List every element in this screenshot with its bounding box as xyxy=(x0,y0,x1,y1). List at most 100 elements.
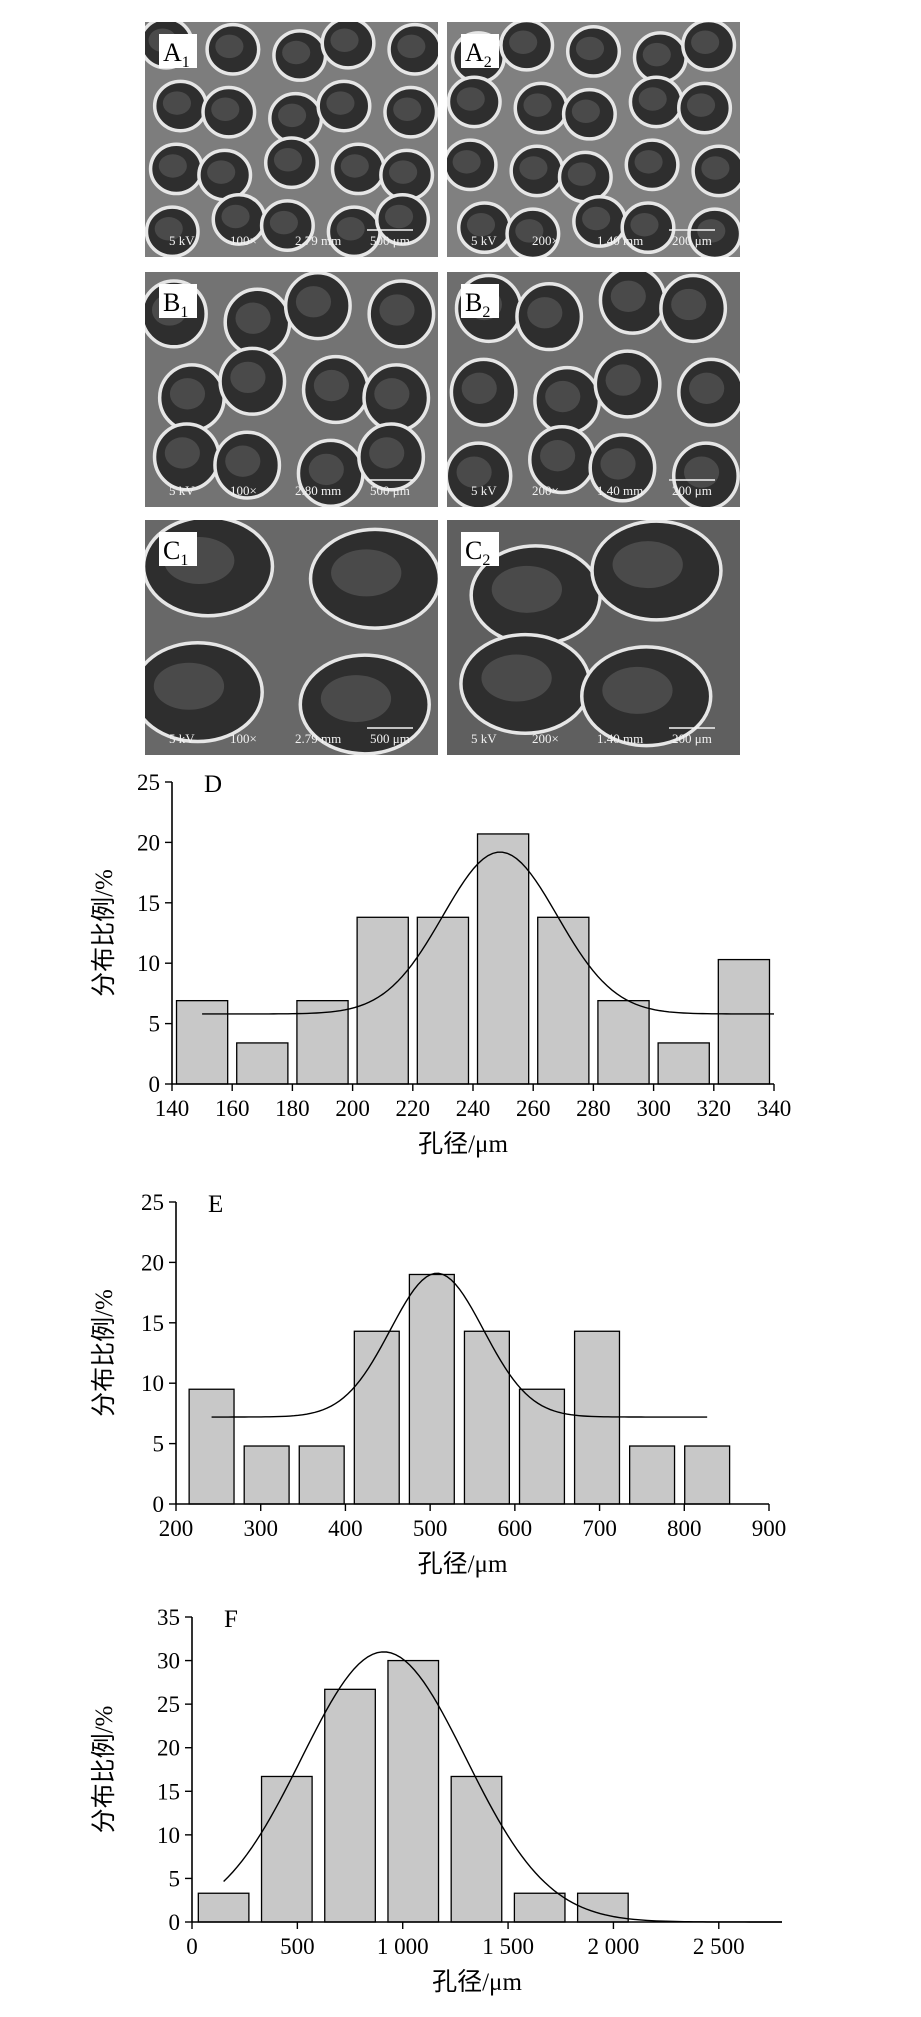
scale-text: 5 kV xyxy=(471,483,497,498)
fit-curve xyxy=(211,1272,708,1418)
x-axis-title: 孔径/μm xyxy=(432,1968,522,1996)
svg-text:C2: C2 xyxy=(465,536,490,569)
y-tick-label: 0 xyxy=(149,1072,161,1097)
sem-image-a1: A1 5 kV 100× 2.79 mm 500 μm xyxy=(145,22,438,257)
scale-bar-info: 5 kV 200× 1.40 mm 200 μm xyxy=(471,229,715,248)
x-tick-label: 1 500 xyxy=(482,1934,534,1959)
scale-text: 1.40 mm xyxy=(597,483,643,498)
chart-panel-letter: F xyxy=(224,1606,238,1633)
panel-label: B2 xyxy=(461,284,499,321)
y-tick-label: 25 xyxy=(157,1692,180,1717)
bar xyxy=(537,916,590,1085)
scale-text: 100× xyxy=(230,233,257,248)
scale-text: 200× xyxy=(532,483,559,498)
bar xyxy=(717,958,771,1085)
histogram-e: 200 300 400 500 600 700 800 900 0 5 10 15 20 25 E 孔径/μm… xyxy=(90,1190,786,1578)
y-tick-label: 15 xyxy=(157,1779,180,1804)
svg-text:A1: A1 xyxy=(163,38,190,71)
sem-image-b1: B1 5 kV 100× 2.80 mm 500 μm xyxy=(145,272,438,507)
bar xyxy=(197,1892,250,1923)
scale-text: 500 μm xyxy=(370,483,410,498)
x-tick-label: 200 xyxy=(159,1516,194,1541)
bar xyxy=(408,1273,455,1505)
y-tick-label: 0 xyxy=(169,1910,181,1935)
x-tick-label: 300 xyxy=(243,1516,278,1541)
scale-bar-info: 5 kV 100× 2.79 mm 500 μm xyxy=(169,727,413,746)
x-axis-title: 孔径/μm xyxy=(418,1130,508,1158)
x-tick-label: 400 xyxy=(328,1516,363,1541)
y-tick-label: 10 xyxy=(141,1371,164,1396)
y-tick-label: 20 xyxy=(157,1736,180,1761)
panel-label: A1 xyxy=(159,34,197,71)
panel-letter-text: B xyxy=(163,288,180,317)
x-tick-label: 280 xyxy=(576,1096,611,1121)
pore-texture xyxy=(145,520,438,755)
x-tick-label: 300 xyxy=(636,1096,671,1121)
scale-text: 5 kV xyxy=(471,731,497,746)
x-tick-label: 600 xyxy=(498,1516,533,1541)
bar xyxy=(628,1445,676,1505)
bar xyxy=(463,1330,511,1505)
x-tick-label: 240 xyxy=(456,1096,491,1121)
y-tick-label: 10 xyxy=(157,1823,180,1848)
bar xyxy=(476,833,530,1085)
y-tick-label: 25 xyxy=(137,770,160,795)
bars xyxy=(175,833,771,1085)
bar xyxy=(416,916,470,1085)
bar xyxy=(188,1388,235,1505)
histogram-d: 140 160 180 200 220 240 260 280 300 320 340 0 5 10 15 2… xyxy=(90,770,791,1158)
bar xyxy=(298,1445,345,1505)
bar xyxy=(324,1688,376,1923)
y-axis-title: 分布比例/% xyxy=(90,1289,118,1417)
bar xyxy=(387,1659,440,1923)
y-tick-label: 25 xyxy=(141,1190,164,1215)
scale-bar-info: 5 kV 200× 1.40 mm 200 μm xyxy=(471,727,715,746)
x-tick-label: 800 xyxy=(667,1516,702,1541)
x-tick-label: 0 xyxy=(186,1934,198,1959)
bar xyxy=(513,1892,566,1923)
x-axis-title: 孔径/μm xyxy=(418,1550,508,1578)
y-tick-label: 10 xyxy=(137,951,160,976)
y-tick-label: 35 xyxy=(157,1605,180,1630)
x-tick-label: 260 xyxy=(516,1096,551,1121)
scale-text: 500 μm xyxy=(370,233,410,248)
scale-text: 2.80 mm xyxy=(295,483,341,498)
y-tick-label: 20 xyxy=(141,1250,164,1275)
scale-text: 5 kV xyxy=(169,233,195,248)
bar xyxy=(573,1330,621,1505)
panel-label: C1 xyxy=(159,532,197,569)
x-tick-label: 160 xyxy=(215,1096,250,1121)
bar xyxy=(450,1775,503,1923)
scale-text: 200 μm xyxy=(672,731,712,746)
scale-text: 1.40 mm xyxy=(597,233,643,248)
bar xyxy=(243,1445,290,1505)
y-tick-label: 0 xyxy=(153,1492,165,1517)
scale-text: 5 kV xyxy=(169,483,195,498)
y-axis-title: 分布比例/% xyxy=(90,1706,118,1834)
bar xyxy=(260,1775,313,1923)
panel-label: B1 xyxy=(159,284,197,321)
scale-text: 100× xyxy=(230,731,257,746)
scale-text: 200 μm xyxy=(672,233,712,248)
sem-image-a2: A2 5 kV 200× 1.40 mm 200 μm xyxy=(447,22,740,257)
y-tick-label: 15 xyxy=(141,1311,164,1336)
scale-text: 200× xyxy=(532,233,559,248)
svg-text:C1: C1 xyxy=(163,536,188,569)
scale-text: 2.79 mm xyxy=(295,233,341,248)
sem-image-grid: A1 5 kV 100× 2.79 mm 500 μm A2 5 kV 200× 1.40 mm… xyxy=(145,22,740,755)
sem-image-c1: C1 5 kV 100× 2.79 mm 500 μm xyxy=(145,520,438,755)
x-tick-label: 200 xyxy=(335,1096,370,1121)
scale-text: 1.40 mm xyxy=(597,731,643,746)
chart-panel-letter: E xyxy=(208,1191,223,1218)
panel-letter-text: C xyxy=(163,536,180,565)
y-tick-label: 5 xyxy=(153,1432,165,1457)
x-tick-label: 500 xyxy=(280,1934,315,1959)
scale-text: 500 μm xyxy=(370,731,410,746)
y-tick-label: 5 xyxy=(149,1012,161,1037)
bars xyxy=(197,1659,629,1923)
panel-label: A2 xyxy=(461,34,499,71)
pore-texture xyxy=(459,520,723,748)
x-tick-label: 320 xyxy=(697,1096,732,1121)
x-tick-label: 220 xyxy=(396,1096,431,1121)
